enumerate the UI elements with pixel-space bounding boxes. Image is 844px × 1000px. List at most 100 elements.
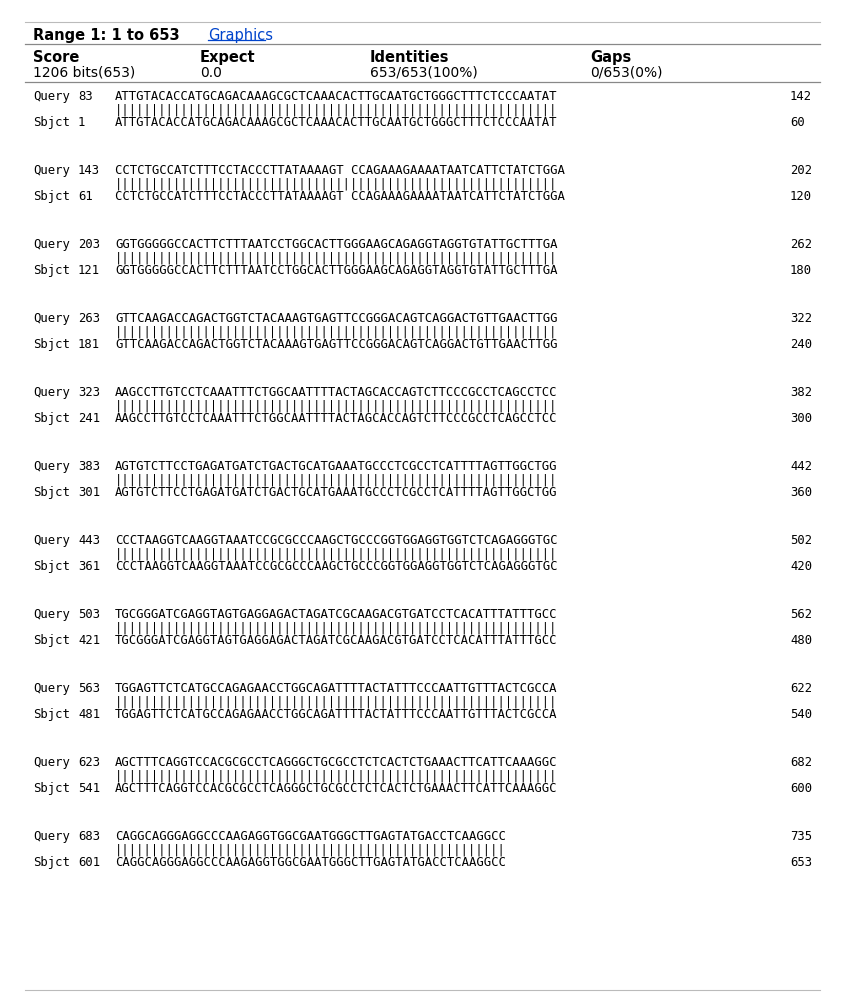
Text: 563: 563 [78,682,100,695]
Text: AGCTTTCAGGTCCACGCGCCTCAGGGCTGCGCCTCTCACTCTGAAACTTCATTCAAAGGC: AGCTTTCAGGTCCACGCGCCTCAGGGCTGCGCCTCTCACT… [115,782,557,795]
Text: Sbjct: Sbjct [33,634,70,647]
Text: Sbjct: Sbjct [33,338,70,351]
Text: Query: Query [33,90,70,103]
Text: 1: 1 [78,116,85,129]
Text: ||||||||||||||||||||||||||||||||||||||||||||||||||||||||||||: ||||||||||||||||||||||||||||||||||||||||… [115,473,557,486]
Text: Sbjct: Sbjct [33,708,70,721]
Text: 60: 60 [789,116,803,129]
Text: 301: 301 [78,486,100,499]
Text: 241: 241 [78,412,100,425]
Text: ||||||||||||||||||||||||||||||||||||||||||||||||||||||||||||: ||||||||||||||||||||||||||||||||||||||||… [115,103,557,116]
Text: Query: Query [33,830,70,843]
Text: ||||||||||||||||||||||||||||||||||||||||||||||||||||||||||||: ||||||||||||||||||||||||||||||||||||||||… [115,769,557,782]
Text: CAGGCAGGGAGGCCCAAGAGGTGGCGAATGGGCTTGAGTATGACCTCAAGGCC: CAGGCAGGGAGGCCCAAGAGGTGGCGAATGGGCTTGAGTA… [115,856,506,869]
Text: Query: Query [33,534,70,547]
Text: GGTGGGGGCCACTTCTTTAATCCTGGCACTTGGGAAGCAGAGGTAGGTGTATTGCTTTGA: GGTGGGGGCCACTTCTTTAATCCTGGCACTTGGGAAGCAG… [115,238,557,251]
Text: 421: 421 [78,634,100,647]
Text: AGTGTCTTCCTGAGATGATCTGACTGCATGAAATGCCCTCGCCTCATTTTAGTTGGCTGG: AGTGTCTTCCTGAGATGATCTGACTGCATGAAATGCCCTC… [115,460,557,473]
Text: Gaps: Gaps [589,50,630,65]
Text: Sbjct: Sbjct [33,190,70,203]
Text: 683: 683 [78,830,100,843]
Text: 360: 360 [789,486,811,499]
Text: GTTCAAGACCAGACTGGTCTACAAAGTGAGTTCCGGGACAGTCAGGACTGTTGAACTTGG: GTTCAAGACCAGACTGGTCTACAAAGTGAGTTCCGGGACA… [115,312,557,325]
Text: 735: 735 [789,830,811,843]
Text: 322: 322 [789,312,811,325]
Text: ||||||||||||||||||||||||||||||||||||||||||||||||||||||||||||: ||||||||||||||||||||||||||||||||||||||||… [115,325,557,338]
Text: ATTGTACACCATGCAGACAAAGCGCTCAAACACTTGCAATGCTGGGCTTTCTCCCAATAT: ATTGTACACCATGCAGACAAAGCGCTCAAACACTTGCAAT… [115,116,557,129]
Text: Query: Query [33,386,70,399]
Text: TGCGGGATCGAGGTAGTGAGGAGACTAGATCGCAAGACGTGATCCTCACATTTATTTGCC: TGCGGGATCGAGGTAGTGAGGAGACTAGATCGCAAGACGT… [115,608,557,621]
Text: 0.0: 0.0 [200,66,222,80]
Text: Score: Score [33,50,79,65]
Text: 623: 623 [78,756,100,769]
Text: TGGAGTTCTCATGCCAGAGAACCTGGCAGATTTTACTATTTCCCAATTGTTTACTCGCCA: TGGAGTTCTCATGCCAGAGAACCTGGCAGATTTTACTATT… [115,708,557,721]
Text: 262: 262 [789,238,811,251]
Text: ||||||||||||||||||||||||||||||||||||||||||||||||||||||||||||: ||||||||||||||||||||||||||||||||||||||||… [115,621,557,634]
Text: 682: 682 [789,756,811,769]
Text: ||||||||||||||||||||||||||||||||||||||||||||||||||||||||||||: ||||||||||||||||||||||||||||||||||||||||… [115,695,557,708]
Text: AAGCCTTGTCCTCAAATTTCTGGCAATTTTACTAGCACCAGTCTTCCCGCCTCAGCCTCC: AAGCCTTGTCCTCAAATTTCTGGCAATTTTACTAGCACCA… [115,386,557,399]
Text: CAGGCAGGGAGGCCCAAGAGGTGGCGAATGGGCTTGAGTATGACCTCAAGGCC: CAGGCAGGGAGGCCCAAGAGGTGGCGAATGGGCTTGAGTA… [115,830,506,843]
Text: CCCTAAGGTCAAGGTAAATCCGCGCCCAAGCTGCCCGGTGGAGGTGGTCTCAGAGGGTGC: CCCTAAGGTCAAGGTAAATCCGCGCCCAAGCTGCCCGGTG… [115,534,557,547]
Text: 541: 541 [78,782,100,795]
Text: Expect: Expect [200,50,256,65]
Text: Query: Query [33,756,70,769]
Text: 503: 503 [78,608,100,621]
Text: 120: 120 [789,190,811,203]
Text: 202: 202 [789,164,811,177]
Text: AGCTTTCAGGTCCACGCGCCTCAGGGCTGCGCCTCTCACTCTGAAACTTCATTCAAAGGC: AGCTTTCAGGTCCACGCGCCTCAGGGCTGCGCCTCTCACT… [115,756,557,769]
Text: Query: Query [33,238,70,251]
Text: 180: 180 [789,264,811,277]
Text: 481: 481 [78,708,100,721]
Text: AAGCCTTGTCCTCAAATTTCTGGCAATTTTACTAGCACCAGTCTTCCCGCCTCAGCCTCC: AAGCCTTGTCCTCAAATTTCTGGCAATTTTACTAGCACCA… [115,412,557,425]
Text: Sbjct: Sbjct [33,856,70,869]
Text: 1206 bits(653): 1206 bits(653) [33,66,135,80]
Text: GTTCAAGACCAGACTGGTCTACAAAGTGAGTTCCGGGACAGTCAGGACTGTTGAACTTGG: GTTCAAGACCAGACTGGTCTACAAAGTGAGTTCCGGGACA… [115,338,557,351]
Text: 300: 300 [789,412,811,425]
Text: 442: 442 [789,460,811,473]
Text: |||||||||||||||||||||||||||||||||||||||||||||||||||||: ||||||||||||||||||||||||||||||||||||||||… [115,843,506,856]
Text: Sbjct: Sbjct [33,412,70,425]
Text: 240: 240 [789,338,811,351]
Text: Sbjct: Sbjct [33,264,70,277]
Text: Query: Query [33,164,70,177]
Text: 361: 361 [78,560,100,573]
Text: Identities: Identities [370,50,449,65]
Text: 121: 121 [78,264,100,277]
Text: 502: 502 [789,534,811,547]
Text: Sbjct: Sbjct [33,486,70,499]
Text: ||||||||||||||||||||||||||||||||||||||||||||||||||||||||||||: ||||||||||||||||||||||||||||||||||||||||… [115,547,557,560]
Text: 443: 443 [78,534,100,547]
Text: 323: 323 [78,386,100,399]
Text: Sbjct: Sbjct [33,116,70,129]
Text: CCTCTGCCATCTTTCCTACCCTTATAAAAGT CCAGAAAGAAAATAATCATTCTATCTGGA: CCTCTGCCATCTTTCCTACCCTTATAAAAGT CCAGAAAG… [115,164,564,177]
Text: 600: 600 [789,782,811,795]
Text: 382: 382 [789,386,811,399]
Text: Query: Query [33,608,70,621]
Text: 0/653(0%): 0/653(0%) [589,66,662,80]
Text: 181: 181 [78,338,100,351]
Text: ATTGTACACCATGCAGACAAAGCGCTCAAACACTTGCAATGCTGGGCTTTCTCCCAATAT: ATTGTACACCATGCAGACAAAGCGCTCAAACACTTGCAAT… [115,90,557,103]
Text: Query: Query [33,682,70,695]
Text: 263: 263 [78,312,100,325]
Text: ||||||||||||||||||||||||||||||||||||||||||||||||||||||||||||: ||||||||||||||||||||||||||||||||||||||||… [115,251,557,264]
Text: Query: Query [33,460,70,473]
Text: CCCTAAGGTCAAGGTAAATCCGCGCCCAAGCTGCCCGGTGGAGGTGGTCTCAGAGGGTGC: CCCTAAGGTCAAGGTAAATCCGCGCCCAAGCTGCCCGGTG… [115,560,557,573]
Text: 540: 540 [789,708,811,721]
Text: 653/653(100%): 653/653(100%) [370,66,477,80]
Text: 562: 562 [789,608,811,621]
Text: 622: 622 [789,682,811,695]
Text: 83: 83 [78,90,93,103]
Text: 601: 601 [78,856,100,869]
Text: 142: 142 [789,90,811,103]
Text: 143: 143 [78,164,100,177]
Text: 653: 653 [789,856,811,869]
Text: TGCGGGATCGAGGTAGTGAGGAGACTAGATCGCAAGACGTGATCCTCACATTTATTTGCC: TGCGGGATCGAGGTAGTGAGGAGACTAGATCGCAAGACGT… [115,634,557,647]
Text: 480: 480 [789,634,811,647]
Text: ||||||||||||||||||||||||||||||||||||||||||||||||||||||||||||: ||||||||||||||||||||||||||||||||||||||||… [115,177,557,190]
Text: 61: 61 [78,190,93,203]
Text: CCTCTGCCATCTTTCCTACCCTTATAAAAGT CCAGAAAGAAAATAATCATTCTATCTGGA: CCTCTGCCATCTTTCCTACCCTTATAAAAGT CCAGAAAG… [115,190,564,203]
Text: Graphics: Graphics [208,28,273,43]
Text: Query: Query [33,312,70,325]
Text: GGTGGGGGCCACTTCTTTAATCCTGGCACTTGGGAAGCAGAGGTAGGTGTATTGCTTTGA: GGTGGGGGCCACTTCTTTAATCCTGGCACTTGGGAAGCAG… [115,264,557,277]
